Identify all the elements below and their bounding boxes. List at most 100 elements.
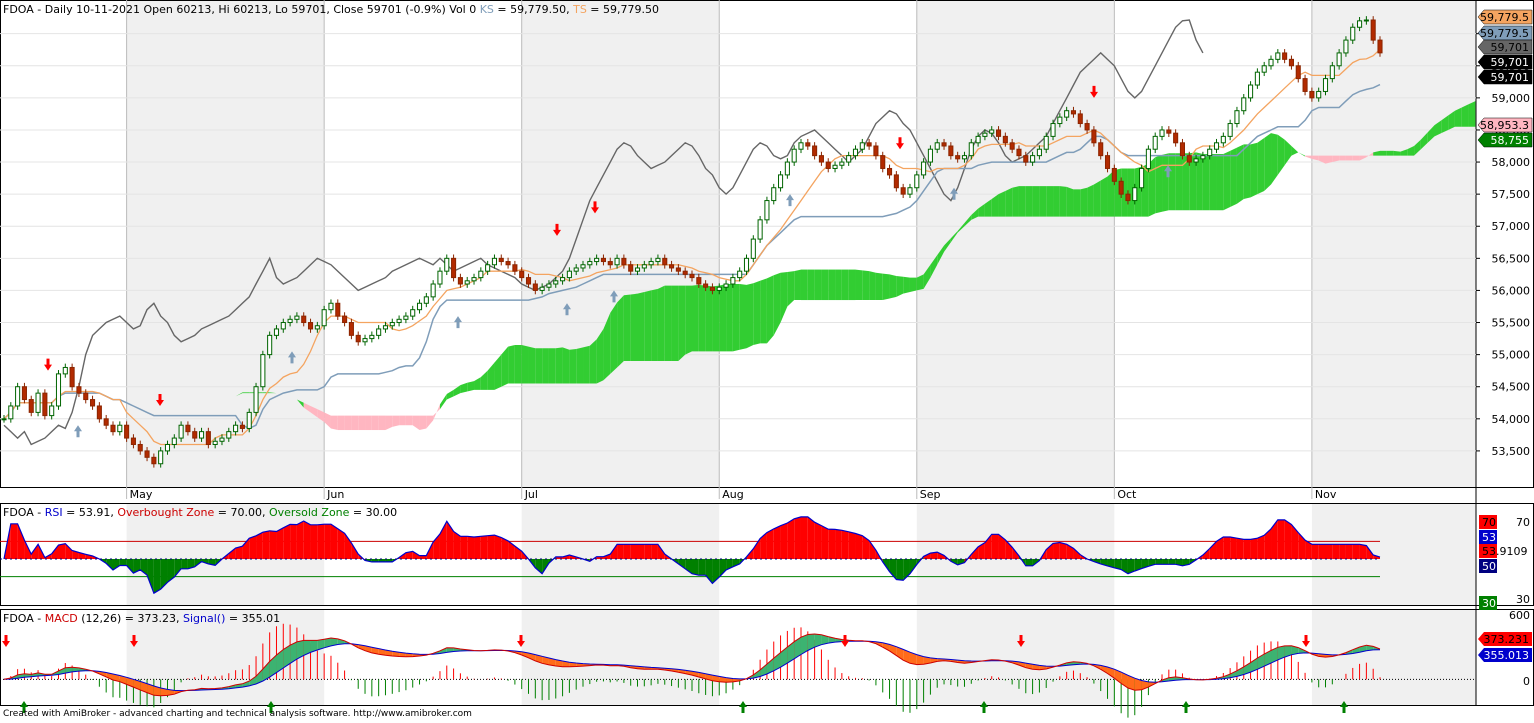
macd-tick-label: 600 <box>1509 609 1530 622</box>
ichimoku-cloud-segment <box>1298 152 1306 157</box>
rsi-fill-segment <box>821 525 829 559</box>
macd-axis-tag: 355.013 <box>1484 649 1530 662</box>
ichimoku-cloud-segment <box>365 415 372 431</box>
candle <box>696 277 702 285</box>
ichimoku-cloud-segment <box>392 415 400 427</box>
ichimoku-cloud-segment <box>651 288 658 362</box>
rsi-fill-segment <box>65 543 73 559</box>
rsi-fill-segment <box>535 559 543 574</box>
macd-cloud-segment <box>1114 669 1122 684</box>
macd-cloud-segment <box>1107 666 1115 679</box>
macd-cloud-segment <box>112 674 120 682</box>
candle <box>771 187 777 202</box>
rsi-fill-segment <box>494 535 502 559</box>
month-shade <box>521 1 720 487</box>
price-pane-title: FDOA - Daily 10-11-2021 Open 60213, Hi 6… <box>3 3 659 16</box>
ichimoku-cloud-segment <box>412 415 420 431</box>
candle <box>539 286 545 291</box>
candle <box>594 257 600 263</box>
candle <box>328 302 334 311</box>
candle <box>212 440 218 445</box>
candle <box>907 187 913 195</box>
candle <box>1254 71 1260 86</box>
price-axis-tag-bg <box>1477 39 1533 55</box>
rsi-fill-segment <box>337 528 345 559</box>
ichimoku-cloud-segment <box>903 276 910 294</box>
candle <box>1316 90 1322 99</box>
candle <box>778 174 784 189</box>
ichimoku-cloud-segment <box>1420 132 1428 150</box>
rsi-title-part: = 30.00 <box>349 506 398 519</box>
ichimoku-cloud-segment <box>766 275 774 344</box>
candle <box>995 129 1002 137</box>
rsi-fill-segment <box>181 559 188 569</box>
ichimoku-cloud-segment <box>794 269 801 301</box>
macd-cloud-segment <box>371 647 379 655</box>
candle <box>600 257 606 263</box>
candle <box>1043 135 1049 150</box>
ichimoku-cloud-segment <box>1454 107 1462 127</box>
candle <box>641 264 647 269</box>
rsi-fill-segment <box>1073 548 1081 559</box>
rsi-fill-segment <box>201 559 209 564</box>
rsi-fill-segment <box>10 523 18 559</box>
rsi-fill-segment <box>930 552 938 559</box>
macd-cloud-segment <box>358 644 366 651</box>
ichimoku-cloud-segment <box>324 412 331 429</box>
ichimoku-cloud-segment <box>753 280 761 345</box>
ichimoku-cloud-segment <box>1400 149 1408 156</box>
macd-sell-arrow <box>517 635 525 647</box>
ichimoku-cloud-segment <box>1332 155 1340 163</box>
ichimoku-cloud-segment <box>1087 184 1094 217</box>
month-shade <box>916 1 1115 487</box>
candle <box>1275 52 1281 60</box>
candle <box>178 424 184 439</box>
macd-cloud-segment <box>290 641 297 664</box>
candle <box>737 270 743 279</box>
ichimoku-cloud-segment <box>814 269 822 301</box>
candle <box>376 328 382 336</box>
rsi-fill-segment <box>1114 559 1122 570</box>
rsi-fill-segment <box>310 524 318 559</box>
ichimoku-cloud-segment <box>732 284 740 352</box>
candle <box>1329 65 1335 80</box>
price-axis-tag-bg <box>1477 54 1533 70</box>
candle <box>403 315 409 320</box>
macd-buy-arrow <box>1340 701 1348 713</box>
candle <box>1179 142 1185 157</box>
macd-cloud-segment <box>153 685 161 696</box>
rsi-fill-segment <box>351 543 359 559</box>
sell-arrow <box>156 393 164 406</box>
candle <box>873 145 879 157</box>
macd-cloud-segment <box>58 667 66 675</box>
macd-axis-tag: 373.231 <box>1484 633 1530 646</box>
ichimoku-cloud-segment <box>1311 155 1319 161</box>
price-axis-tag: 59,779.5 <box>1480 27 1529 40</box>
price-tick-label: 57,500 <box>1492 188 1531 201</box>
candle <box>8 405 14 420</box>
price-title-part: = 59,779.50 <box>586 3 660 16</box>
ichimoku-cloud-segment <box>964 215 972 227</box>
rsi-fill-segment <box>160 559 168 590</box>
candle <box>914 174 920 189</box>
ichimoku-cloud-segment <box>1018 186 1026 217</box>
rsi-fill-segment <box>276 527 284 559</box>
rsi-fill-segment <box>228 548 236 559</box>
ichimoku-cloud-segment <box>446 389 454 400</box>
candle <box>505 261 511 266</box>
macd-cloud-segment <box>310 640 318 653</box>
price-tick-label: 57,000 <box>1492 220 1531 233</box>
ichimoku-cloud-segment <box>1012 186 1019 217</box>
price-tick-label: 53,500 <box>1492 445 1531 458</box>
rsi-fill-segment <box>1005 539 1013 559</box>
month-tick-label: Nov <box>1315 488 1337 501</box>
ichimoku-cloud-segment <box>453 385 461 397</box>
candle <box>1350 26 1356 41</box>
candle <box>130 437 136 445</box>
candle <box>205 431 211 445</box>
ichimoku-cloud-segment <box>467 381 475 392</box>
rsi-fill-segment <box>324 524 331 559</box>
candle <box>117 424 123 433</box>
ichimoku-cloud-segment <box>583 345 590 384</box>
